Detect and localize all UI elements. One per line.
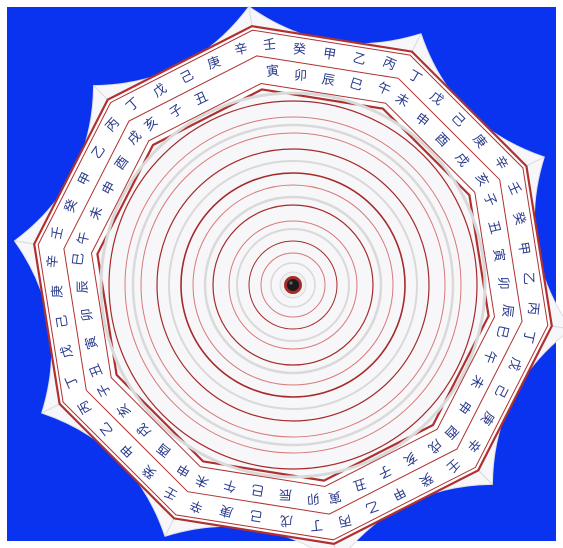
tip-knob-icon	[280, 272, 306, 298]
branch-character: 卯	[306, 490, 320, 506]
stem-character: 庚	[49, 285, 65, 298]
branch-character: 寅	[266, 63, 280, 80]
stem-character: 戊	[280, 512, 293, 527]
branch-character: 寅	[490, 248, 508, 263]
branch-character: 辰	[321, 72, 336, 89]
stem-character: 甲	[322, 46, 337, 63]
stem-character: 己	[249, 507, 264, 524]
knob-core	[287, 279, 299, 291]
stem-character: 癸	[293, 42, 306, 57]
stem-character: 丁	[309, 517, 323, 533]
stem-character: 乙	[520, 272, 535, 285]
branch-character: 辰	[279, 486, 293, 501]
branch-character: 卯	[79, 307, 96, 322]
branch-character: 巳	[71, 252, 87, 267]
stem-character: 壬	[262, 37, 276, 53]
branch-character: 卯	[495, 277, 510, 290]
stem-character: 丙	[525, 301, 541, 315]
branch-character: 巳	[250, 481, 265, 498]
knob-highlight	[289, 281, 292, 284]
branch-character: 卯	[294, 69, 308, 84]
stem-character: 辛	[45, 254, 61, 268]
stem-character: 甲	[515, 241, 532, 256]
stem-character: 己	[54, 314, 71, 329]
branch-character: 辰	[499, 303, 515, 318]
branch-character: 辰	[76, 280, 91, 293]
